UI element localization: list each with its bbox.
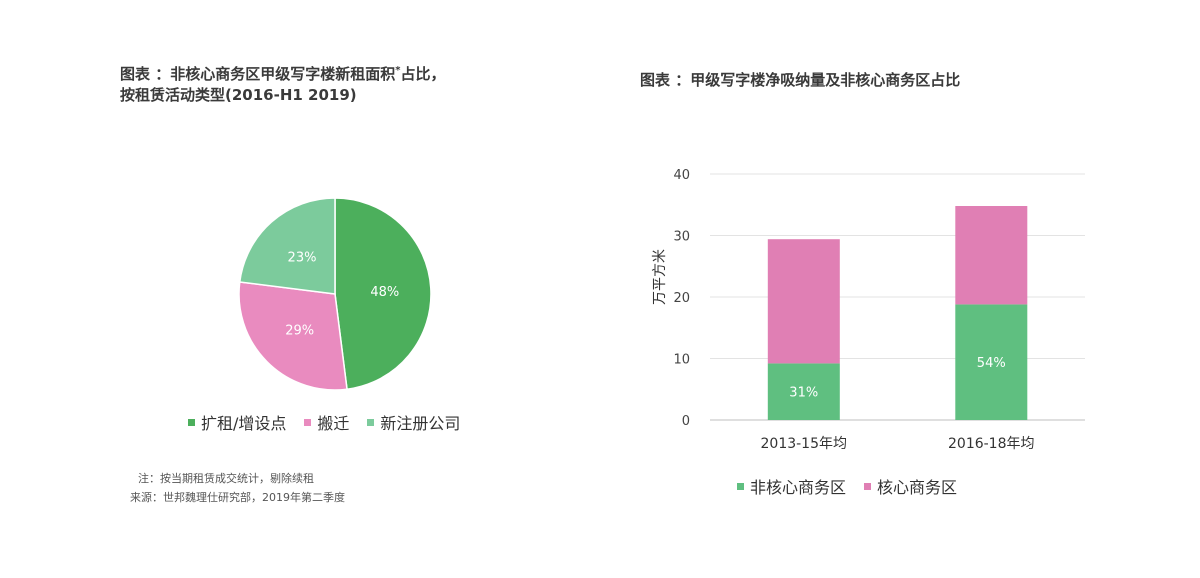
pie-data-label: 48% xyxy=(370,285,399,300)
source-text: 来源：世邦魏理仕研究部，2019年第二季度 xyxy=(130,491,345,504)
y-tick-label: 30 xyxy=(673,230,690,245)
pie-slice-3 xyxy=(238,197,336,295)
bar-legend: 非核心商务区 核心商务区 xyxy=(737,474,957,498)
pie-slice-2 xyxy=(238,281,348,391)
x-tick-label: 2016-18年均 xyxy=(948,436,1035,452)
legend-label: 扩租/增设点 xyxy=(201,414,287,433)
legend-label: 新注册公司 xyxy=(380,414,461,433)
bar-data-label: 54% xyxy=(977,356,1006,371)
y-tick-label: 0 xyxy=(682,414,690,429)
pie-legend-item: 扩租/增设点 xyxy=(188,410,286,434)
note-text: 注：按当期租赁成交统计，剔除续租 xyxy=(138,472,314,485)
bar-data-label: 31% xyxy=(789,386,818,401)
pie-legend-item: 新注册公司 xyxy=(367,410,460,434)
pie-chart: 48% 29% 23% xyxy=(238,197,432,391)
x-tick-label: 2013-15年均 xyxy=(761,436,848,452)
pie-legend: 扩租/增设点 搬迁 新注册公司 xyxy=(188,410,460,434)
bar-legend-item: 核心商务区 xyxy=(864,474,957,498)
bar-segment-core xyxy=(955,206,1028,305)
legend-label: 搬迁 xyxy=(317,414,350,433)
bar-segment-non-core xyxy=(767,363,840,420)
pie-title-asterisk: * xyxy=(395,65,401,76)
legend-label: 非核心商务区 xyxy=(750,478,847,497)
legend-swatch xyxy=(188,418,195,426)
pie-title-line1-end: 占比， xyxy=(400,65,446,83)
stacked-bar-chart: 0 10 20 30 40 万平方米 31% 2013-15年均 54% 2016-18年均 xyxy=(652,168,1085,452)
pie-data-label: 23% xyxy=(288,251,317,266)
pie-data-label: 29% xyxy=(285,323,314,338)
y-axis-label: 万平方米 xyxy=(652,249,668,305)
pie-title-line2: 按租赁活动类型(2016-H1 2019) xyxy=(120,86,357,104)
legend-swatch xyxy=(737,482,744,490)
pie-chart-title: 图表 ：非核心商务区甲级写字楼新租面积*占比， 按租赁活动类型(2016-H1 … xyxy=(120,64,445,106)
legend-swatch xyxy=(304,418,312,426)
y-tick-label: 40 xyxy=(673,168,690,183)
y-tick-label: 20 xyxy=(673,291,690,306)
legend-label: 核心商务区 xyxy=(877,478,958,497)
pie-title-line1: 图表 ：非核心商务区甲级写字楼新租面积 xyxy=(120,65,396,83)
pie-legend-item: 搬迁 xyxy=(304,410,349,434)
y-tick-label: 10 xyxy=(673,353,690,368)
pie-slice-1 xyxy=(334,197,432,391)
legend-swatch xyxy=(367,418,375,426)
bar-segment-non-core xyxy=(955,304,1028,420)
chart-notes: 注：按当期租赁成交统计，剔除续租 来源：世邦魏理仕研究部，2019年第二季度 xyxy=(130,469,345,507)
bar-legend-item: 非核心商务区 xyxy=(737,474,846,498)
bar-segment-core xyxy=(767,239,840,364)
bar-chart-title: 图表 ：甲级写字楼净吸纳量及非核心商务区占比 xyxy=(640,71,961,89)
legend-swatch xyxy=(864,482,872,490)
